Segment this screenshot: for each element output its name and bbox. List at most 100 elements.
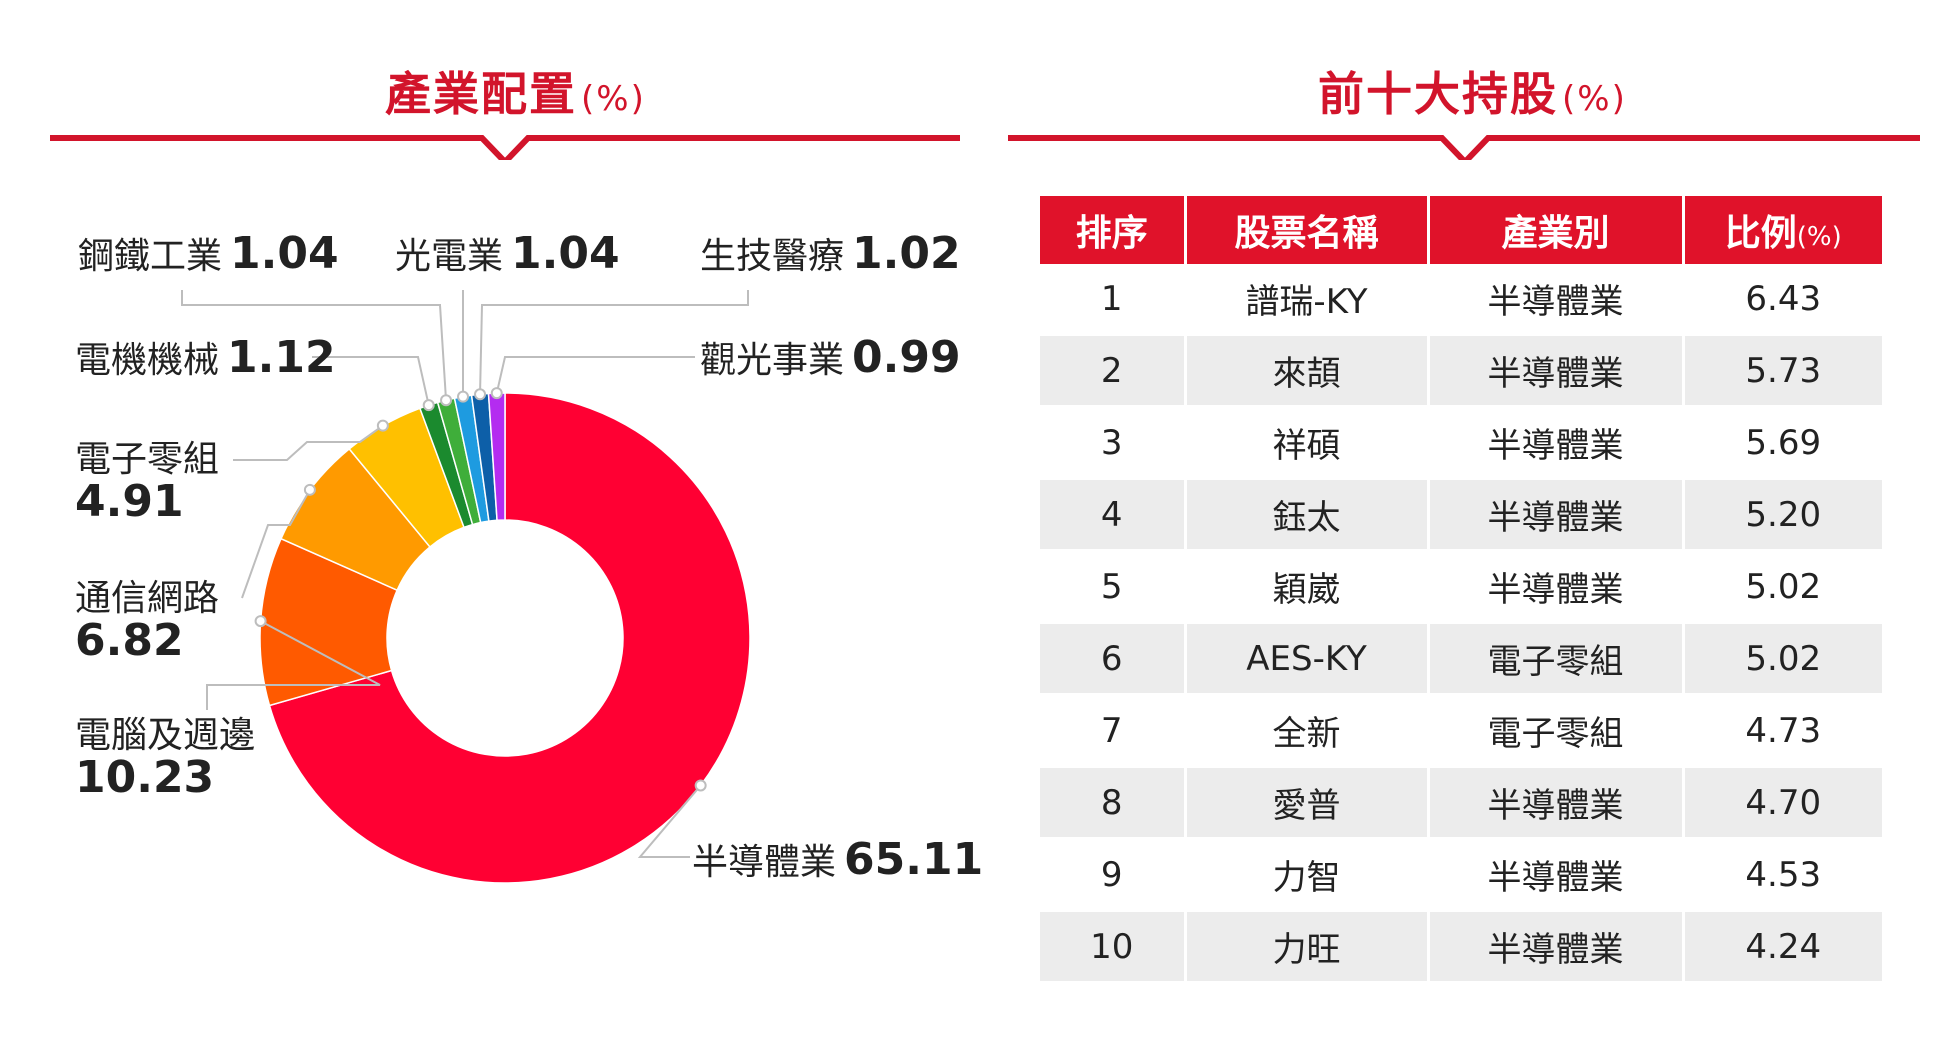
label-tourism: 觀光事業 0.99 bbox=[700, 336, 961, 380]
label-semiconductors: 半導體業 65.11 bbox=[692, 838, 983, 882]
table-row: 10 力旺 半導體業 4.24 bbox=[1040, 910, 1882, 984]
header-stock-name: 股票名稱 bbox=[1185, 196, 1430, 264]
cell-rank: 10 bbox=[1040, 910, 1187, 984]
cell-stock-name: 力旺 bbox=[1185, 910, 1430, 984]
cell-industry: 半導體業 bbox=[1428, 478, 1685, 552]
cell-weight: 5.69 bbox=[1683, 406, 1882, 480]
cell-weight: 5.73 bbox=[1683, 334, 1882, 408]
cell-weight: 4.73 bbox=[1683, 694, 1882, 768]
industry-allocation-title-text: 產業配置 bbox=[385, 67, 577, 121]
cell-rank: 8 bbox=[1040, 766, 1187, 840]
cell-weight: 4.53 bbox=[1683, 838, 1882, 912]
label-biotech-name: 生技醫療 bbox=[700, 236, 845, 277]
table-row: 9 力智 半導體業 4.53 bbox=[1040, 838, 1882, 912]
leader-line bbox=[637, 784, 702, 858]
leader-dot bbox=[303, 483, 316, 496]
label-optoelectronics-value: 1.04 bbox=[511, 228, 620, 279]
cell-rank: 5 bbox=[1040, 550, 1187, 624]
header-weight: 比例(%) bbox=[1683, 196, 1882, 264]
label-steel-value: 1.04 bbox=[230, 228, 339, 279]
table-row: 8 愛普 半導體業 4.70 bbox=[1040, 766, 1882, 840]
cell-rank: 9 bbox=[1040, 838, 1187, 912]
cell-stock-name: 愛普 bbox=[1185, 766, 1430, 840]
leader-dot bbox=[254, 615, 267, 628]
cell-industry: 半導體業 bbox=[1428, 910, 1685, 984]
label-tourism-value: 0.99 bbox=[852, 332, 961, 383]
label-optoelectronics: 光電業 1.04 bbox=[395, 232, 620, 276]
label-communications: 通信網路 6.82 bbox=[75, 581, 219, 663]
leader-dot bbox=[440, 394, 453, 407]
leader-line bbox=[206, 620, 381, 710]
cell-stock-name: 穎崴 bbox=[1185, 550, 1430, 624]
label-communications-value: 6.82 bbox=[75, 615, 184, 666]
table-row: 5 穎崴 半導體業 5.02 bbox=[1040, 550, 1882, 624]
cell-rank: 4 bbox=[1040, 478, 1187, 552]
label-electronic-components-name: 電子零組 bbox=[75, 439, 220, 480]
label-communications-name: 通信網路 bbox=[75, 578, 220, 619]
cell-industry: 半導體業 bbox=[1428, 264, 1685, 336]
cell-industry: 半導體業 bbox=[1428, 766, 1685, 840]
cell-stock-name: AES-KY bbox=[1185, 622, 1430, 696]
cell-industry: 電子零組 bbox=[1428, 694, 1685, 768]
table-row: 4 鈺太 半導體業 5.20 bbox=[1040, 478, 1882, 552]
donut-slice bbox=[268, 392, 751, 884]
left-title-rule bbox=[50, 135, 960, 160]
top-holdings-title: 前十大持股 (%) bbox=[1318, 58, 1627, 124]
label-biotech: 生技醫療 1.02 bbox=[700, 232, 961, 276]
label-electronic-components-value: 4.91 bbox=[75, 476, 184, 527]
cell-rank: 3 bbox=[1040, 406, 1187, 480]
cell-stock-name: 力智 bbox=[1185, 838, 1430, 912]
industry-donut-chart bbox=[181, 289, 751, 884]
cell-weight: 6.43 bbox=[1683, 264, 1882, 336]
leader-dot bbox=[457, 390, 470, 403]
label-electrical-machinery-name: 電機機械 bbox=[75, 340, 220, 381]
cell-stock-name: 祥碩 bbox=[1185, 406, 1430, 480]
cell-rank: 2 bbox=[1040, 334, 1187, 408]
cell-rank: 7 bbox=[1040, 694, 1187, 768]
industry-allocation-unit: (%) bbox=[581, 79, 646, 119]
header-weight-text: 比例 bbox=[1724, 213, 1797, 254]
cell-industry: 半導體業 bbox=[1428, 838, 1685, 912]
right-title-rule bbox=[1008, 135, 1920, 160]
cell-rank: 6 bbox=[1040, 622, 1187, 696]
cell-industry: 電子零組 bbox=[1428, 622, 1685, 696]
leader-line bbox=[181, 290, 448, 401]
label-steel: 鋼鐵工業 1.04 bbox=[78, 232, 339, 276]
table-row: 1 譜瑞-KY 半導體業 6.43 bbox=[1040, 264, 1882, 336]
cell-industry: 半導體業 bbox=[1428, 334, 1685, 408]
label-computers-name: 電腦及週邊 bbox=[75, 715, 256, 756]
table-row: 3 祥碩 半導體業 5.69 bbox=[1040, 406, 1882, 480]
leader-line bbox=[495, 356, 695, 394]
cell-industry: 半導體業 bbox=[1428, 406, 1685, 480]
leader-line bbox=[312, 356, 430, 406]
leader-dot bbox=[422, 399, 435, 412]
label-semiconductors-value: 65.11 bbox=[844, 834, 984, 885]
leader-line bbox=[479, 290, 749, 395]
header-rank: 排序 bbox=[1040, 196, 1187, 264]
cell-weight: 4.24 bbox=[1683, 910, 1882, 984]
cell-stock-name: 來頡 bbox=[1185, 334, 1430, 408]
cell-stock-name: 全新 bbox=[1185, 694, 1430, 768]
header-industry: 產業別 bbox=[1428, 196, 1685, 264]
label-computers: 電腦及週邊 10.23 bbox=[75, 718, 255, 800]
header-weight-unit: (%) bbox=[1796, 222, 1842, 252]
leader-dot bbox=[474, 388, 487, 401]
table-row: 6 AES-KY 電子零組 5.02 bbox=[1040, 622, 1882, 696]
label-electrical-machinery-value: 1.12 bbox=[227, 332, 336, 383]
cell-rank: 1 bbox=[1040, 264, 1187, 336]
industry-allocation-title: 產業配置 (%) bbox=[385, 58, 646, 124]
label-computers-value: 10.23 bbox=[75, 752, 215, 803]
label-optoelectronics-name: 光電業 bbox=[395, 236, 504, 277]
cell-stock-name: 譜瑞-KY bbox=[1185, 264, 1430, 336]
label-steel-name: 鋼鐵工業 bbox=[78, 236, 223, 277]
table-row: 2 來頡 半導體業 5.73 bbox=[1040, 334, 1882, 408]
top-holdings-unit: (%) bbox=[1562, 79, 1627, 119]
cell-weight: 4.70 bbox=[1683, 766, 1882, 840]
label-semiconductors-name: 半導體業 bbox=[692, 842, 837, 883]
cell-industry: 半導體業 bbox=[1428, 550, 1685, 624]
cell-stock-name: 鈺太 bbox=[1185, 478, 1430, 552]
leader-dot bbox=[490, 387, 503, 400]
leader-line bbox=[241, 489, 311, 599]
label-tourism-name: 觀光事業 bbox=[700, 340, 845, 381]
table-header-row: 排序 股票名稱 產業別 比例(%) bbox=[1040, 196, 1882, 264]
